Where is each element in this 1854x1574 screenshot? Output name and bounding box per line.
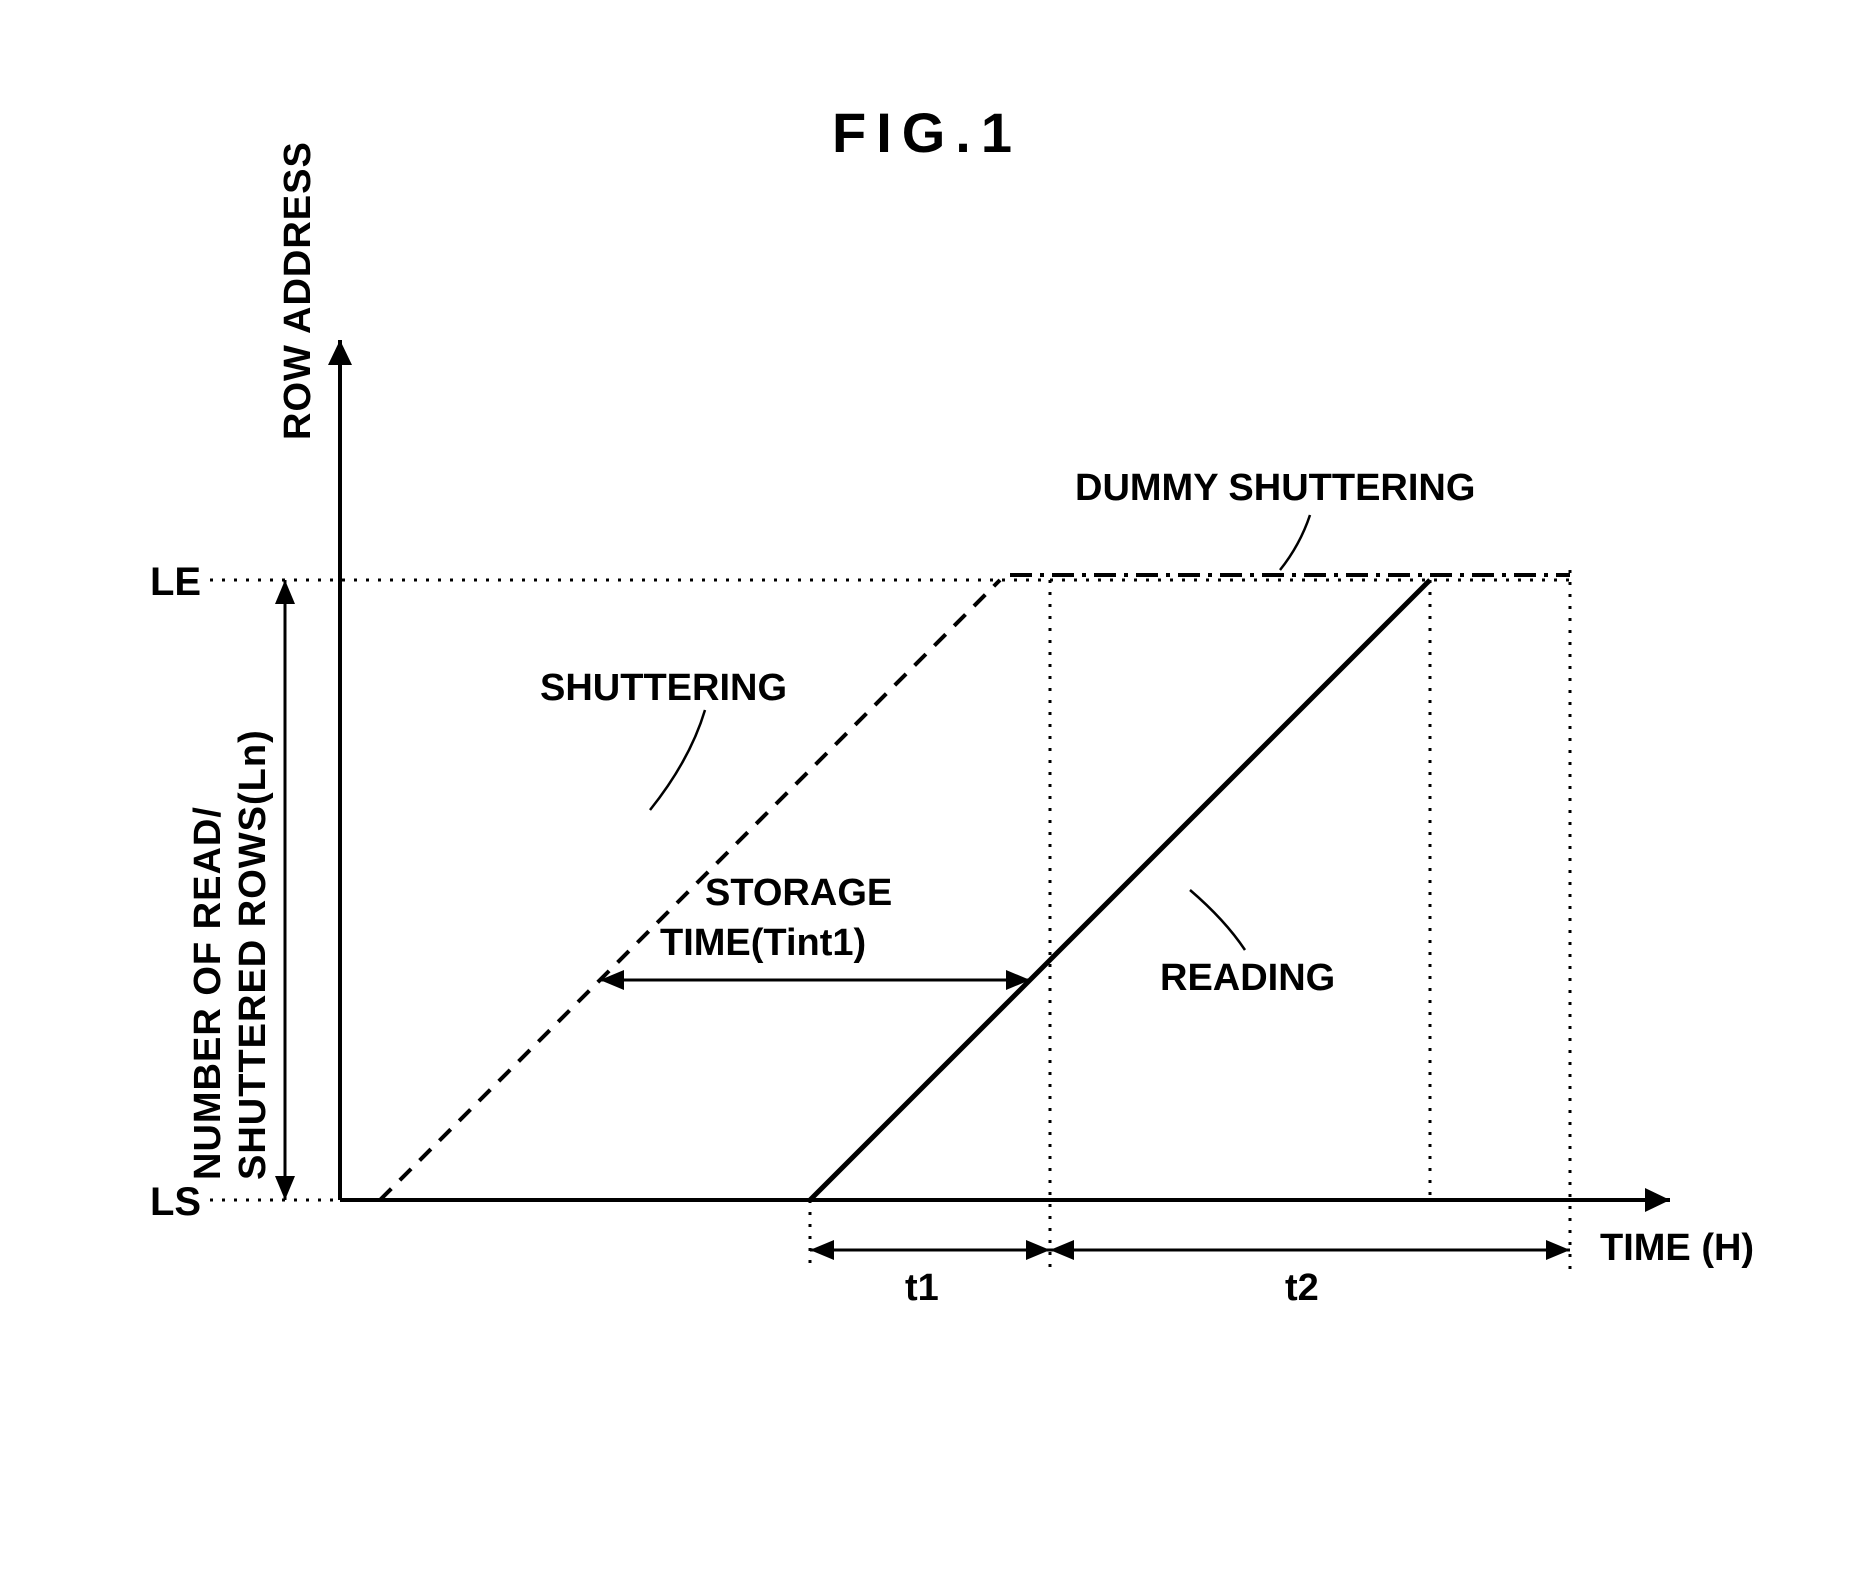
dummy-shuttering-label: DUMMY SHUTTERING [1075, 467, 1475, 509]
tick-le: LE [150, 560, 201, 604]
t1-arrow-left [810, 1240, 834, 1260]
x-axis-arrow [1645, 1188, 1670, 1212]
reading-line [810, 580, 1430, 1200]
t2-arrow-left [1050, 1240, 1074, 1260]
t2-arrow-right [1546, 1240, 1570, 1260]
reading-label: READING [1160, 957, 1335, 999]
y-axis-label: ROW ADDRESS [277, 141, 319, 440]
tick-ls: LS [150, 1180, 201, 1224]
y-axis-arrow [328, 340, 352, 365]
shuttering-leader [650, 710, 705, 810]
storage-time-label-1: STORAGE [705, 872, 892, 914]
t2-label: t2 [1285, 1267, 1319, 1309]
ln-arrow-top [275, 580, 295, 604]
y-secondary-label-line2: SHUTTERED ROWS(Ln) [232, 729, 274, 1180]
storage-time-label-2: TIME(Tint1) [660, 922, 866, 964]
x-axis-label: TIME (H) [1600, 1227, 1754, 1269]
storage-time-arrow-left [600, 970, 624, 990]
t1-arrow-right [1026, 1240, 1050, 1260]
reading-leader [1190, 890, 1245, 950]
diagram-svg: ROW ADDRESS NUMBER OF READ/ SHUTTERED RO… [150, 280, 1700, 1480]
timing-diagram: ROW ADDRESS NUMBER OF READ/ SHUTTERED RO… [150, 280, 1700, 1480]
ln-arrow-bottom [275, 1176, 295, 1200]
shuttering-label: SHUTTERING [540, 667, 787, 709]
y-secondary-label-line1: NUMBER OF READ/ [187, 806, 229, 1180]
figure-title: FIG.1 [832, 100, 1022, 165]
t1-label: t1 [905, 1267, 939, 1309]
dummy-shuttering-leader [1280, 515, 1310, 570]
